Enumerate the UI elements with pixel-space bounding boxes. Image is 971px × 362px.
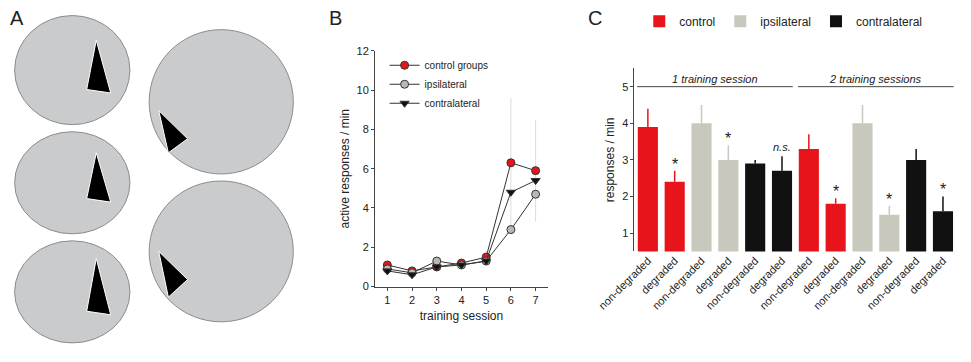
svg-text:12: 12 — [357, 45, 369, 57]
svg-text:degraded: degraded — [853, 255, 894, 296]
svg-text:non-degraded: non-degraded — [865, 255, 922, 312]
svg-text:non-degraded: non-degraded — [650, 255, 707, 312]
svg-text:4: 4 — [363, 202, 369, 214]
svg-text:6: 6 — [363, 163, 369, 175]
svg-text:8: 8 — [363, 123, 369, 135]
svg-text:degraded: degraded — [692, 255, 733, 296]
svg-text:degraded: degraded — [746, 255, 787, 296]
svg-text:responses / min: responses / min — [603, 118, 617, 203]
svg-text:7: 7 — [533, 294, 539, 306]
svg-text:contralateral: contralateral — [425, 98, 480, 109]
svg-text:non-degraded: non-degraded — [596, 255, 653, 312]
svg-text:*: * — [725, 130, 731, 147]
svg-text:2: 2 — [409, 294, 415, 306]
svg-text:degraded: degraded — [800, 255, 841, 296]
svg-text:non-degraded: non-degraded — [757, 255, 814, 312]
svg-text:2: 2 — [363, 241, 369, 253]
svg-text:*: * — [672, 156, 678, 173]
svg-text:2 training sessions: 2 training sessions — [829, 73, 922, 85]
svg-text:A: A — [10, 7, 24, 29]
svg-text:n.s.: n.s. — [773, 141, 791, 153]
svg-text:4: 4 — [622, 117, 628, 129]
svg-text:active responses / min: active responses / min — [338, 109, 352, 228]
svg-text:1: 1 — [622, 227, 628, 239]
svg-text:*: * — [886, 191, 892, 208]
svg-text:3: 3 — [434, 294, 440, 306]
svg-text:ipsilateral: ipsilateral — [425, 79, 467, 90]
svg-text:4: 4 — [458, 294, 464, 306]
svg-text:6: 6 — [508, 294, 514, 306]
svg-text:1: 1 — [384, 294, 390, 306]
svg-text:3: 3 — [622, 154, 628, 166]
svg-text:5: 5 — [622, 81, 628, 93]
svg-text:5: 5 — [483, 294, 489, 306]
svg-text:1 training session: 1 training session — [672, 73, 758, 85]
svg-text:non-degraded: non-degraded — [704, 255, 761, 312]
svg-text:degraded: degraded — [639, 255, 680, 296]
svg-text:control: control — [679, 15, 715, 29]
svg-text:training session: training session — [420, 309, 503, 323]
svg-text:*: * — [833, 183, 839, 200]
svg-text:10: 10 — [357, 84, 369, 96]
svg-text:0: 0 — [363, 280, 369, 292]
svg-text:B: B — [329, 7, 342, 29]
svg-text:*: * — [940, 181, 946, 198]
svg-text:control groups: control groups — [425, 60, 488, 71]
svg-text:non-degraded: non-degraded — [811, 255, 868, 312]
svg-text:2: 2 — [622, 190, 628, 202]
svg-text:contralateral: contralateral — [856, 15, 922, 29]
svg-text:C: C — [588, 7, 602, 29]
svg-text:degraded: degraded — [907, 255, 948, 296]
svg-text:ipsilateral: ipsilateral — [760, 15, 811, 29]
